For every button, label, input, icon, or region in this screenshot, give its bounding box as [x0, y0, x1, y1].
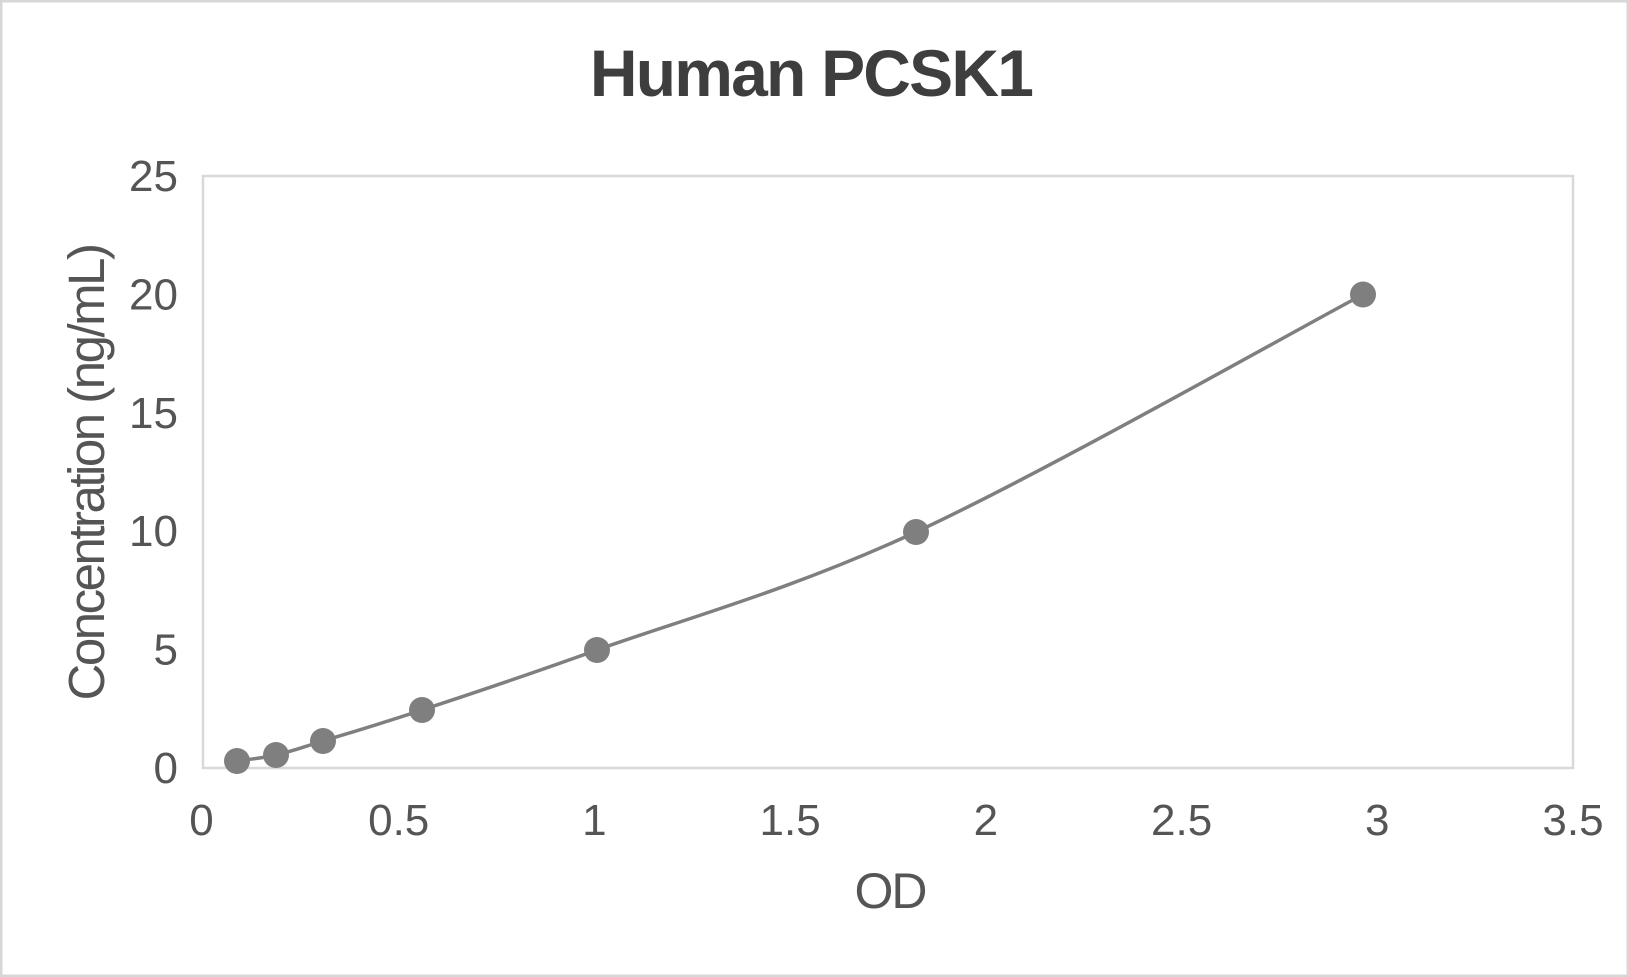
svg-text:1: 1: [582, 796, 606, 845]
svg-text:5: 5: [154, 626, 178, 675]
svg-text:20: 20: [129, 270, 178, 319]
svg-text:Concentration (ng/mL): Concentration (ng/mL): [58, 246, 115, 701]
svg-text:3: 3: [1365, 796, 1389, 845]
svg-text:1.5: 1.5: [760, 796, 821, 845]
svg-text:3.5: 3.5: [1542, 796, 1603, 845]
svg-text:10: 10: [129, 507, 178, 556]
svg-text:OD: OD: [855, 863, 926, 919]
svg-text:2: 2: [974, 796, 998, 845]
svg-text:2.5: 2.5: [1151, 796, 1212, 845]
svg-text:25: 25: [129, 152, 178, 201]
svg-text:0: 0: [154, 744, 178, 793]
svg-text:15: 15: [129, 389, 178, 438]
svg-text:0.5: 0.5: [368, 796, 429, 845]
svg-text:Human PCSK1: Human PCSK1: [590, 36, 1032, 110]
svg-text:0: 0: [189, 796, 213, 845]
